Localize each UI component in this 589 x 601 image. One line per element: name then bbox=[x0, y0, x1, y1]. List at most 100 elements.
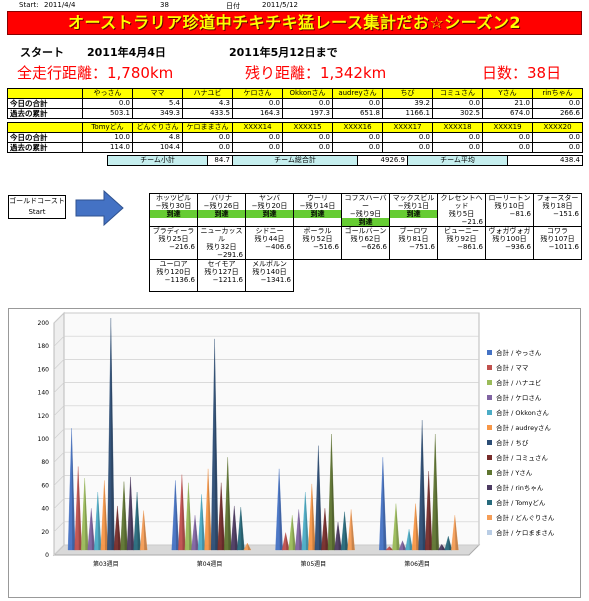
waypoint-name: ユーロア bbox=[159, 260, 188, 269]
y-tick-label: 100 bbox=[38, 436, 50, 443]
chart-cone-shade bbox=[285, 532, 290, 550]
chart-cone bbox=[431, 433, 439, 551]
waypoint-name: ローリートン bbox=[488, 194, 531, 203]
chart-cone bbox=[74, 466, 82, 551]
y-tick-label: 180 bbox=[38, 343, 50, 350]
name-cell: XXXX20 bbox=[532, 122, 583, 133]
waypoint-distance: −626.6 bbox=[361, 243, 387, 251]
arrived-badge: 到達 bbox=[294, 210, 341, 218]
chart-cone bbox=[204, 468, 212, 551]
y-tick-label: 80 bbox=[41, 459, 49, 466]
past-label: 過去の累計 bbox=[7, 108, 83, 119]
chart-cone-shade bbox=[279, 468, 283, 550]
legend-swatch bbox=[487, 470, 492, 475]
past-value: 0.0 bbox=[482, 142, 533, 153]
waypoint-remaining: −残り1日 bbox=[397, 202, 430, 210]
waypoint-remaining: −残り26日 bbox=[203, 202, 240, 210]
today-value: 39.2 bbox=[382, 98, 433, 109]
name-cell: どんぐりさん bbox=[132, 122, 183, 133]
waypoint-cell: ホッツピル −残り30日 到達 bbox=[149, 193, 198, 227]
chart-cone bbox=[80, 478, 89, 551]
chart-cone bbox=[100, 480, 109, 551]
chart-cone bbox=[223, 457, 232, 551]
chart-cone bbox=[288, 515, 296, 551]
past-value: 503.1 bbox=[82, 108, 133, 119]
arrived-badge: 到達 bbox=[150, 210, 197, 218]
legend-entry: 合計 / Okkonさん bbox=[496, 408, 549, 417]
name-cell: rinちゃん bbox=[532, 88, 583, 99]
date-value-small: 2011/5/12 bbox=[262, 1, 298, 9]
chart-cone bbox=[113, 505, 122, 551]
y-tick-label: 120 bbox=[38, 413, 50, 420]
legend-swatch bbox=[487, 350, 492, 355]
gridline-side bbox=[53, 335, 65, 347]
waypoint-cell: ヴォガヴォガ 残り100日 −936.6 bbox=[485, 226, 534, 260]
name-cell: Yさん bbox=[482, 88, 533, 99]
gold-coast-start-box: ゴールドコースト Start bbox=[8, 195, 66, 219]
waypoint-distance: −516.6 bbox=[313, 243, 339, 251]
past-value: 0.0 bbox=[282, 142, 333, 153]
course-row: ブラディーラ 残り25日 −216.6 ニューカッスル 残り32日 −291.6 シドニー残… bbox=[149, 226, 582, 260]
waypoint-distance: −1341.6 bbox=[260, 276, 291, 284]
chart-cone bbox=[308, 483, 316, 551]
chart-cone-shade bbox=[110, 318, 115, 550]
past-value: 0.0 bbox=[232, 142, 283, 153]
gridline-side bbox=[53, 428, 65, 440]
y-tick-label: 140 bbox=[38, 390, 50, 397]
cone-bar-chart: 0 20 40 60 80 100 120 140 160 180 200 第03週目 第04週目 第05… bbox=[38, 311, 555, 568]
x-category-label: 第06週目 bbox=[404, 560, 430, 568]
chart-cone-shade bbox=[104, 480, 108, 550]
waypoint-remaining: 残り127日 bbox=[204, 268, 239, 276]
waypoint-cell: ニューカッスル 残り32日 −291.6 bbox=[197, 226, 246, 260]
past-value: 104.4 bbox=[132, 142, 183, 153]
chart-area: 0 20 40 60 80 100 120 140 160 180 200 第03週目 第04週目 第05… bbox=[8, 308, 581, 598]
chart-cone bbox=[210, 338, 219, 551]
today-value: 0.0 bbox=[332, 132, 383, 143]
chart-cone-shade bbox=[221, 482, 225, 550]
name-cell: やっさん bbox=[82, 88, 133, 99]
today-value: 4.8 bbox=[132, 132, 183, 143]
legend-swatch bbox=[487, 425, 492, 430]
course-row: ユーロア 残り120日 −1136.6 セイモア 残り127日 −1211.6 メルボルン残… bbox=[149, 259, 582, 292]
arrived-badge: 到達 bbox=[342, 218, 389, 226]
title-banner: オーストラリア珍道中チキチキ猛レース集計だお☆シーズン2 bbox=[7, 11, 582, 35]
chart-cone-shade bbox=[71, 428, 76, 550]
legend-swatch bbox=[487, 515, 492, 520]
legend-swatch bbox=[487, 380, 492, 385]
arrived-badge: 到達 bbox=[390, 210, 437, 218]
chart-cone-shade bbox=[97, 492, 102, 550]
waypoint-name: マックスビル bbox=[392, 194, 435, 203]
waypoint-name: ブーロワ bbox=[399, 227, 428, 236]
chart-cone bbox=[243, 542, 252, 551]
chart-cone-shade bbox=[201, 494, 206, 550]
chart-cone-shade bbox=[123, 481, 128, 550]
waypoint-name: コフスハーバー bbox=[344, 194, 387, 211]
gridline-side bbox=[53, 544, 65, 556]
x-category-label: 第03週目 bbox=[93, 560, 119, 568]
start-date-small: 2011/4/4 bbox=[44, 1, 76, 9]
arrived-badge: 到達 bbox=[198, 210, 245, 218]
chart-cone bbox=[133, 491, 141, 551]
y-tick-label: 0 bbox=[45, 552, 49, 559]
waypoint-remaining: 残り62日 bbox=[350, 235, 381, 243]
today-value: 0.0 bbox=[282, 132, 333, 143]
chart-cone bbox=[451, 515, 459, 551]
chart-cone bbox=[444, 535, 453, 551]
chart-cone-shade bbox=[324, 508, 329, 550]
waypoint-name: メルボルン bbox=[252, 260, 287, 269]
today-value: 0.0 bbox=[432, 98, 483, 109]
waypoint-cell: フォースター 残り18日 −151.6 bbox=[533, 193, 582, 227]
remaining-distance: 残り距離：1,342km bbox=[245, 64, 387, 82]
gridline-side bbox=[53, 312, 65, 324]
past-value: 302.5 bbox=[432, 108, 483, 119]
name-cell: ママ bbox=[132, 88, 183, 99]
right-arrow-icon bbox=[75, 189, 124, 227]
today-value: 0.0 bbox=[282, 98, 333, 109]
empty-cell bbox=[486, 260, 534, 292]
chart-cone bbox=[411, 503, 420, 551]
waypoint-cell: ヤンバ −残り20日 到達 bbox=[245, 193, 294, 227]
past-value: 674.0 bbox=[482, 108, 533, 119]
chart-cone bbox=[334, 522, 342, 551]
chart-cone bbox=[392, 503, 400, 551]
waypoint-remaining: 残り5日 bbox=[448, 210, 475, 218]
